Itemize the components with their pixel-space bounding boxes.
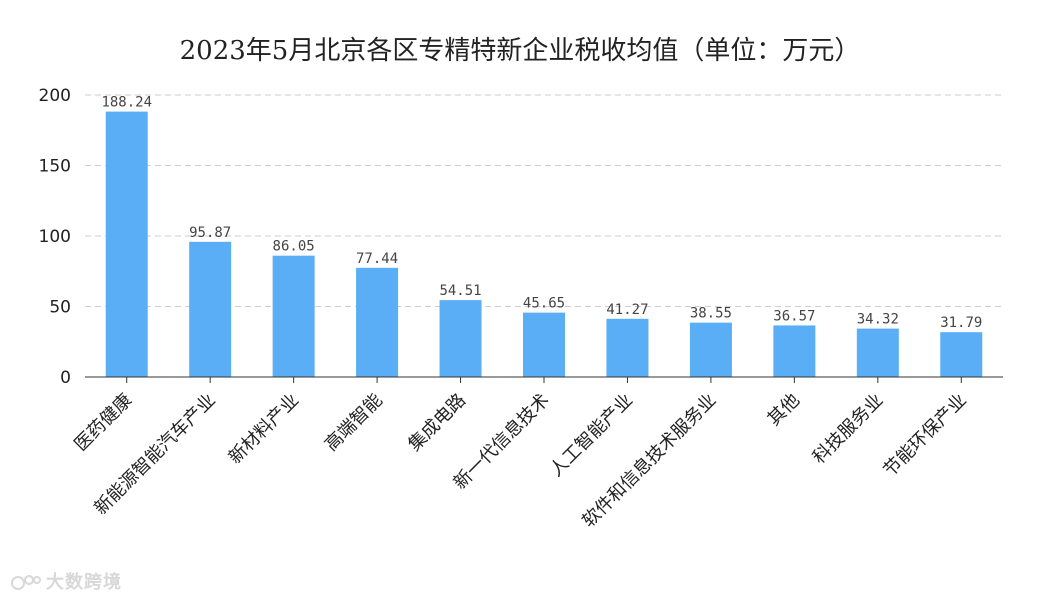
gridlines xyxy=(85,94,1003,307)
bar-1 xyxy=(189,241,232,377)
x-tick-label: 医药健康 xyxy=(71,390,137,456)
data-label: 45.65 xyxy=(523,296,565,312)
data-label: 31.79 xyxy=(940,315,982,331)
data-label: 95.87 xyxy=(189,225,231,241)
bar-9 xyxy=(856,328,899,377)
bar-3 xyxy=(356,267,399,377)
bar-6 xyxy=(606,318,649,377)
watermark: 大数跨境 xyxy=(10,568,122,594)
x-tick-label: 其他 xyxy=(764,390,804,430)
data-label: 34.32 xyxy=(857,312,899,328)
bar-4 xyxy=(439,300,482,377)
chart-title: 2023年5月北京各区专精特新企业税收均值（单位：万元） xyxy=(179,36,861,66)
y-tick-label: 0 xyxy=(60,368,71,388)
y-tick-label: 150 xyxy=(39,157,71,177)
x-tick-label: 人工智能产业 xyxy=(546,390,637,481)
bar-5 xyxy=(523,312,565,377)
x-tick-label: 集成电路 xyxy=(404,390,470,456)
x-tick-label: 高端智能 xyxy=(321,390,387,456)
y-tick-label: 200 xyxy=(39,86,71,106)
bar-0 xyxy=(105,111,148,377)
data-label: 36.57 xyxy=(773,308,815,324)
axes xyxy=(85,376,1003,383)
data-label: 54.51 xyxy=(439,283,481,299)
data-label: 38.55 xyxy=(690,306,732,322)
y-tick-label: 100 xyxy=(39,227,71,247)
data-label: 41.27 xyxy=(606,302,648,318)
bar-2 xyxy=(272,255,315,377)
bar-8 xyxy=(773,325,816,377)
bars xyxy=(105,111,983,377)
x-tick-label: 新材料产业 xyxy=(225,390,303,468)
data-label: 77.44 xyxy=(356,251,398,267)
x-tick-label: 科技服务业 xyxy=(809,390,887,468)
watermark-logo-icon xyxy=(11,575,41,590)
data-label: 86.05 xyxy=(273,239,315,255)
y-tick-label: 50 xyxy=(49,298,71,318)
x-tick-label: 节能环保产业 xyxy=(880,390,971,481)
watermark-text: 大数跨境 xyxy=(46,572,122,593)
bar-7 xyxy=(689,322,732,377)
data-label: 188.24 xyxy=(101,95,152,111)
bar-10 xyxy=(940,332,983,377)
